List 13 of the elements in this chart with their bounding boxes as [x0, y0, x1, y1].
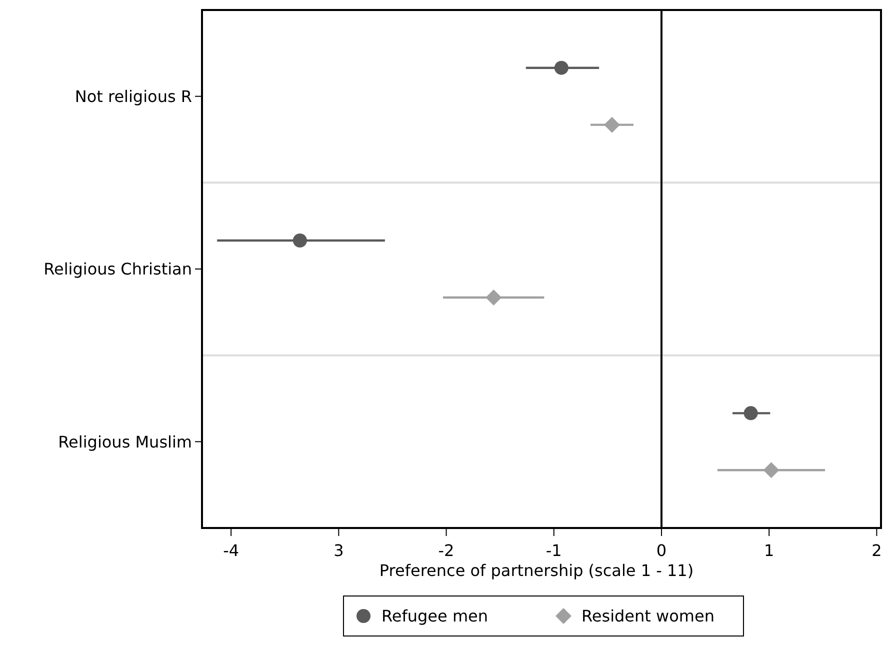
- legend-label: Resident women: [582, 606, 714, 626]
- x-tick-label: 1: [764, 541, 774, 560]
- x-tick-label: 0: [656, 541, 667, 560]
- y-tick-label: Not religious R: [74, 86, 192, 106]
- x-tick-label: 2: [872, 541, 882, 560]
- x-tick-label: -1: [546, 541, 562, 560]
- y-tick-label: Religious Christian: [44, 260, 192, 279]
- x-tick-label: -2: [438, 541, 454, 560]
- x-tick-label: -4: [223, 541, 240, 560]
- x-axis-title: Preference of partnership (scale 1 - 11): [379, 561, 694, 580]
- y-tick-label: Religious Muslim: [58, 432, 192, 452]
- x-tick-label: 3: [334, 541, 344, 560]
- legend-label: Refugee men: [382, 606, 488, 626]
